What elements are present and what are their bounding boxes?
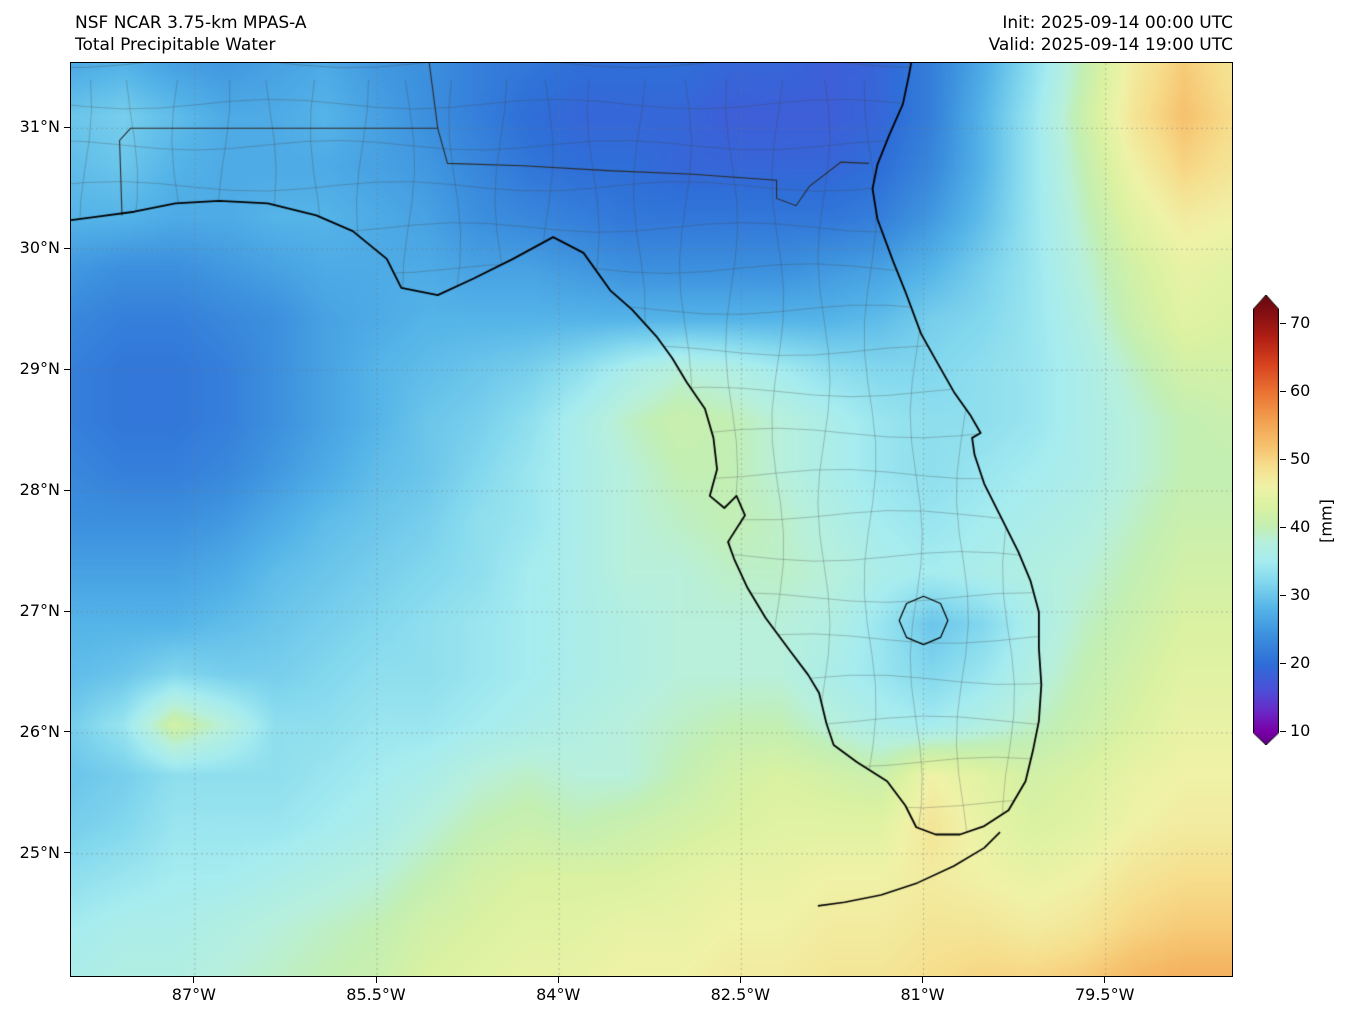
colorbar-tick-mark <box>1280 662 1286 664</box>
lat-tick-label: 29°N <box>19 359 60 379</box>
lon-tick-mark <box>557 977 559 983</box>
lon-tick-label: 79.5°W <box>1074 985 1135 1004</box>
lon-tick-mark <box>375 977 377 983</box>
colorbar-tick-mark <box>1280 322 1286 324</box>
lon-tick-label: 87°W <box>171 985 216 1004</box>
lon-tick-mark <box>1104 977 1106 983</box>
lat-tick-label: 31°N <box>19 117 60 137</box>
lat-tick-label: 28°N <box>19 480 60 500</box>
model-title: NSF NCAR 3.75-km MPAS-A <box>75 13 307 33</box>
colorbar-tick-mark <box>1280 730 1286 732</box>
lon-tick-label: 84°W <box>536 985 581 1004</box>
colorbar-tick-mark <box>1280 390 1286 392</box>
lon-tick-label: 82.5°W <box>710 985 771 1004</box>
lat-tick-mark <box>64 610 70 612</box>
field-title: Total Precipitable Water <box>75 35 276 55</box>
lat-tick-mark <box>64 852 70 854</box>
colorbar-tick-label: 50 <box>1290 449 1311 468</box>
lon-tick-label: 85.5°W <box>346 985 406 1004</box>
lat-tick-mark <box>64 247 70 249</box>
lon-tick-mark <box>193 977 195 983</box>
colorbar-tick-mark <box>1280 458 1286 460</box>
init-time: Init: 2025-09-14 00:00 UTC <box>1002 13 1233 33</box>
colorbar-tick-label: 20 <box>1290 653 1311 672</box>
colorbar-tick-label: 60 <box>1290 381 1311 400</box>
colorbar-units-label: [mm] <box>1316 499 1336 543</box>
colorbar-tick-mark <box>1280 526 1286 528</box>
colorbar-tick-mark <box>1280 594 1286 596</box>
colorbar <box>1253 295 1279 745</box>
lat-tick-label: 26°N <box>19 721 60 741</box>
lat-tick-mark <box>64 489 70 491</box>
colorbar-tick-label: 40 <box>1290 517 1311 536</box>
lat-tick-mark <box>64 368 70 370</box>
map-plot-area <box>70 62 1233 977</box>
lat-tick-label: 27°N <box>19 601 60 620</box>
lat-tick-label: 30°N <box>19 238 60 258</box>
colorbar-tick-label: 70 <box>1290 313 1311 332</box>
lat-tick-mark <box>64 126 70 128</box>
lon-tick-label: 81°W <box>900 985 945 1004</box>
lon-tick-mark <box>739 977 741 983</box>
lon-tick-mark <box>922 977 924 983</box>
lat-tick-label: 25°N <box>19 842 60 862</box>
precipitable-water-map-canvas <box>71 63 1232 976</box>
colorbar-tick-label: 10 <box>1290 721 1311 740</box>
lat-tick-mark <box>64 731 70 733</box>
colorbar-tick-label: 30 <box>1290 585 1311 604</box>
valid-time: Valid: 2025-09-14 19:00 UTC <box>988 35 1233 55</box>
